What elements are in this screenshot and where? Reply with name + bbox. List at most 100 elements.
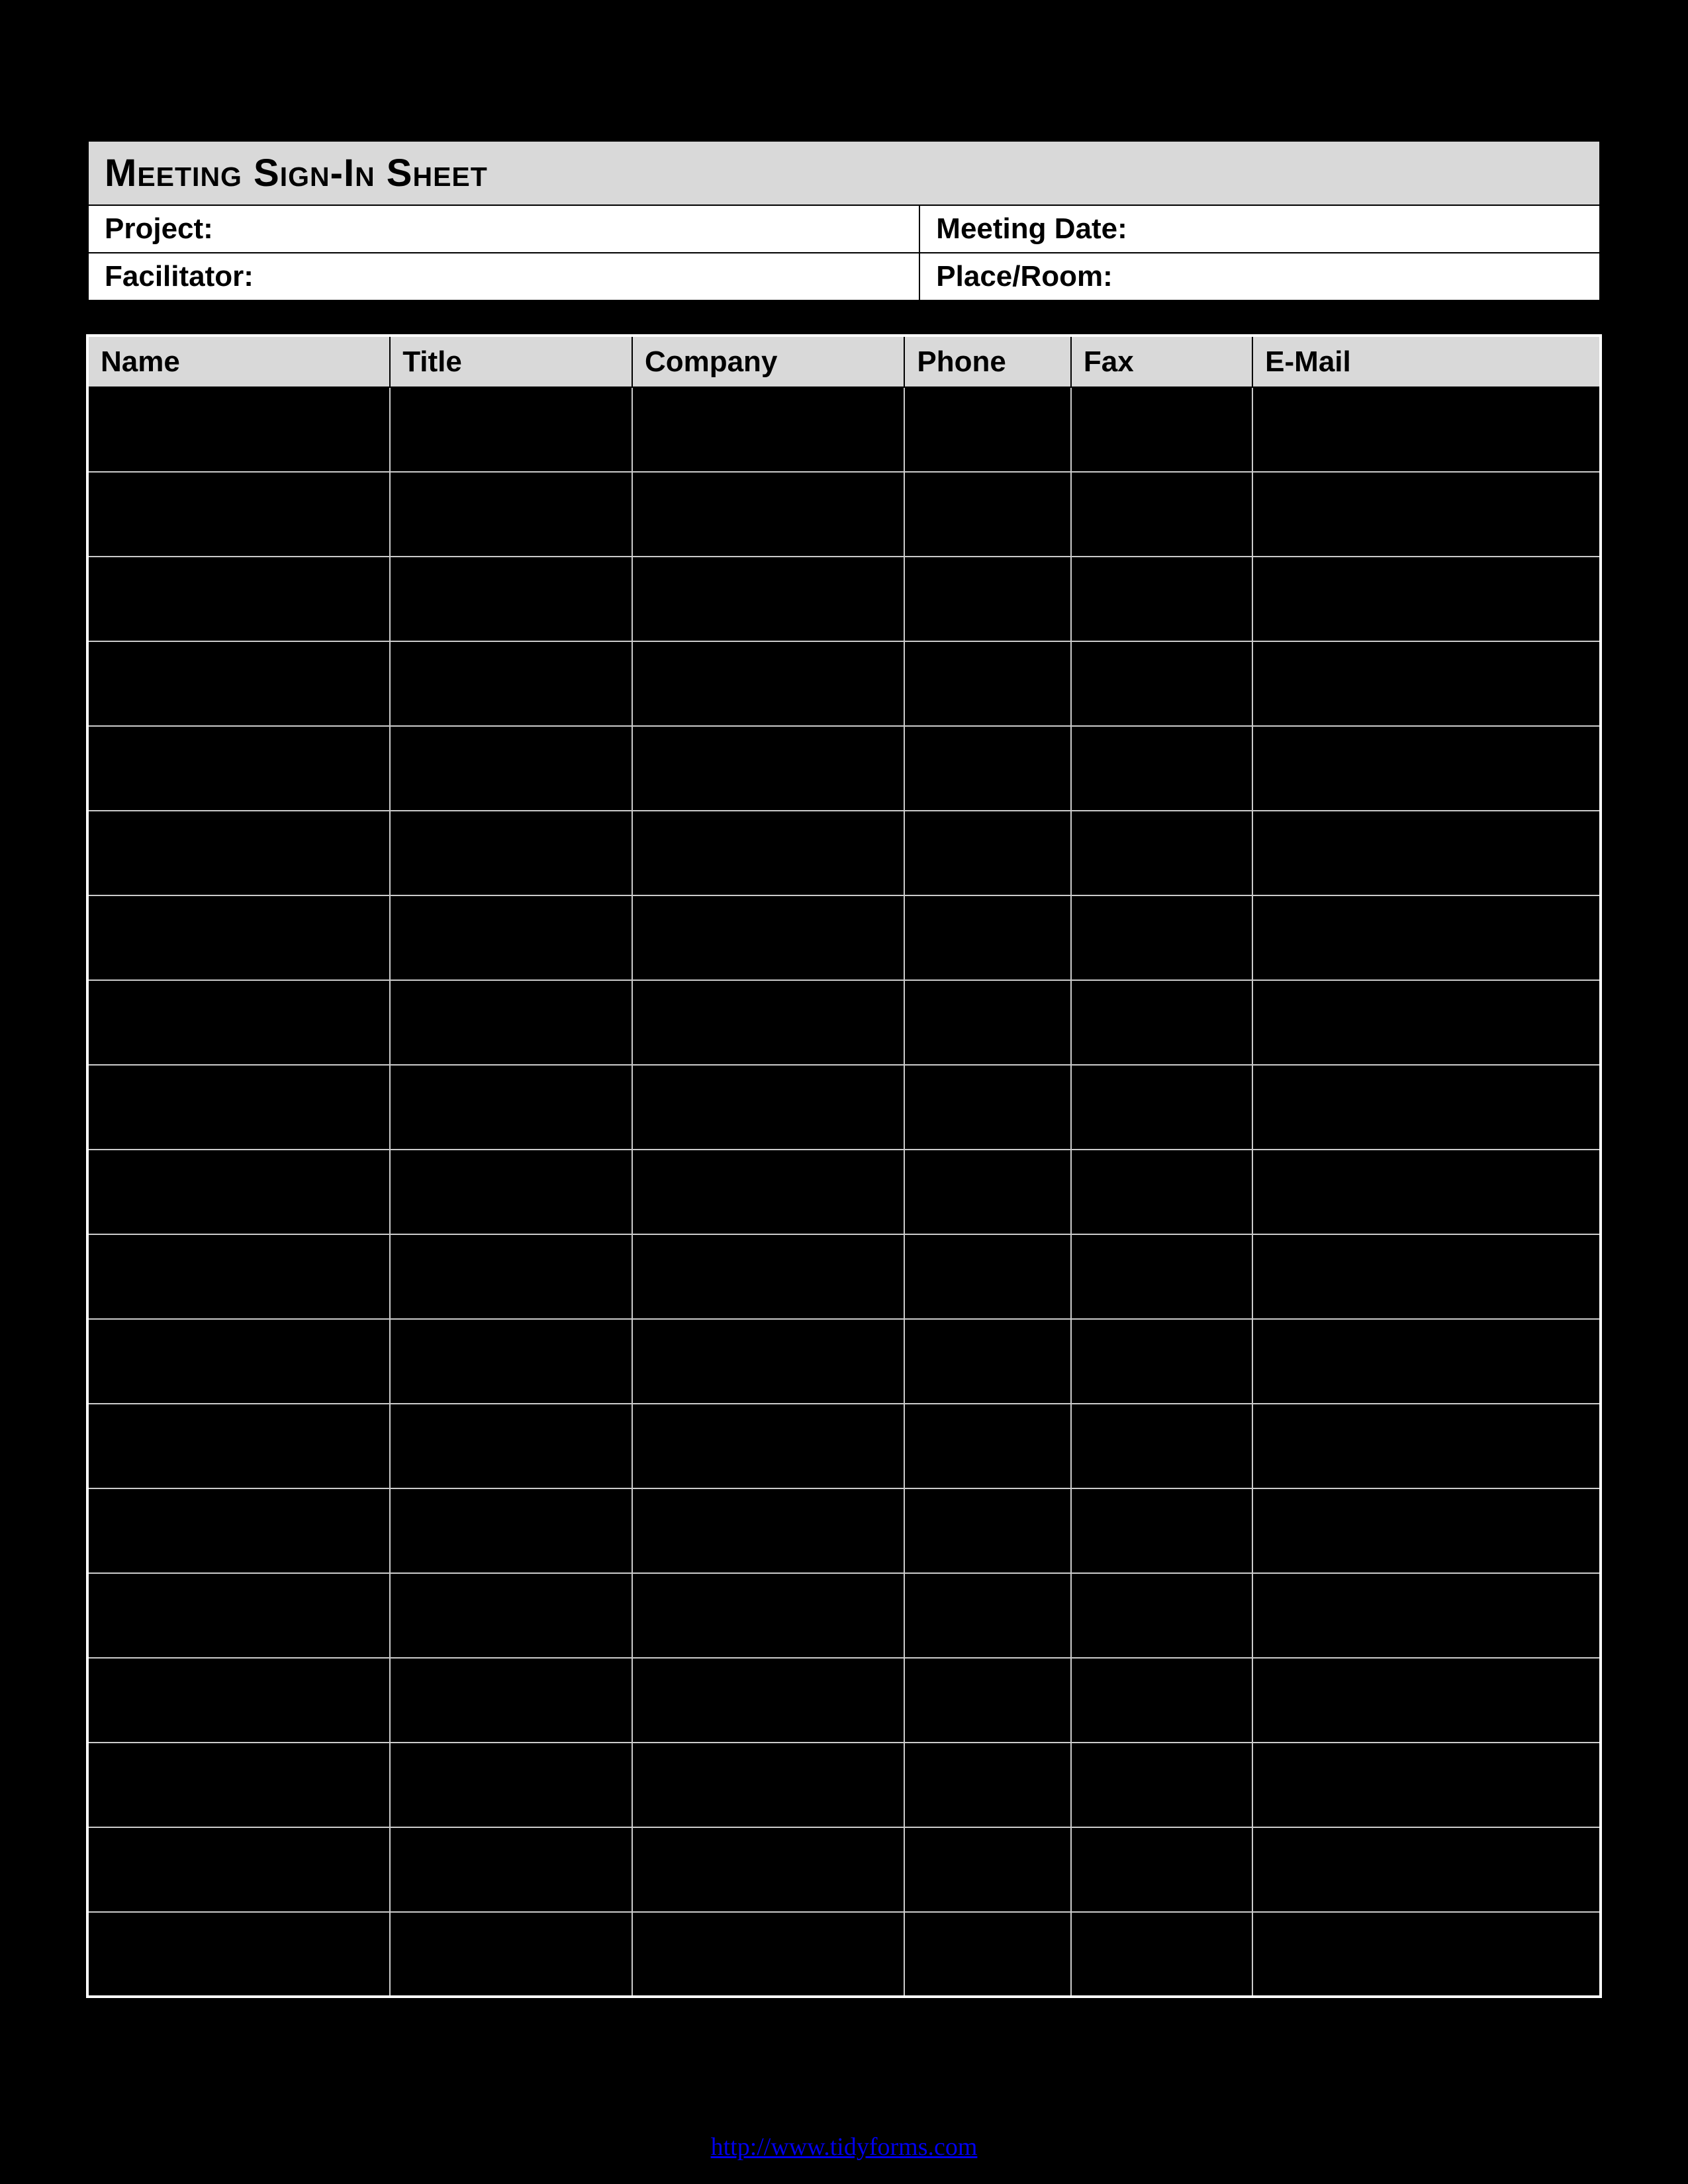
table-cell[interactable] — [632, 472, 904, 557]
table-cell[interactable] — [87, 1912, 390, 1997]
table-cell[interactable] — [904, 1150, 1070, 1234]
table-cell[interactable] — [904, 641, 1070, 726]
table-cell[interactable] — [87, 1743, 390, 1827]
table-cell[interactable] — [632, 387, 904, 472]
table-cell[interactable] — [1071, 811, 1252, 895]
table-cell[interactable] — [904, 472, 1070, 557]
table-cell[interactable] — [904, 557, 1070, 641]
table-cell[interactable] — [1252, 1658, 1601, 1743]
table-cell[interactable] — [632, 1827, 904, 1912]
table-cell[interactable] — [87, 1827, 390, 1912]
table-cell[interactable] — [1071, 641, 1252, 726]
table-cell[interactable] — [87, 472, 390, 557]
table-cell[interactable] — [632, 1319, 904, 1404]
table-cell[interactable] — [1252, 811, 1601, 895]
table-cell[interactable] — [1071, 1827, 1252, 1912]
table-cell[interactable] — [904, 1234, 1070, 1319]
table-cell[interactable] — [904, 1404, 1070, 1488]
table-cell[interactable] — [1071, 1319, 1252, 1404]
table-cell[interactable] — [390, 726, 632, 811]
table-cell[interactable] — [87, 387, 390, 472]
table-cell[interactable] — [87, 1573, 390, 1658]
table-cell[interactable] — [390, 1150, 632, 1234]
table-cell[interactable] — [632, 1150, 904, 1234]
table-cell[interactable] — [904, 895, 1070, 980]
table-cell[interactable] — [904, 980, 1070, 1065]
table-cell[interactable] — [1252, 1319, 1601, 1404]
table-cell[interactable] — [1252, 387, 1601, 472]
table-cell[interactable] — [390, 1912, 632, 1997]
table-cell[interactable] — [1252, 1065, 1601, 1150]
table-cell[interactable] — [1071, 726, 1252, 811]
table-cell[interactable] — [390, 557, 632, 641]
table-cell[interactable] — [632, 1658, 904, 1743]
table-cell[interactable] — [87, 1404, 390, 1488]
table-cell[interactable] — [904, 1827, 1070, 1912]
table-cell[interactable] — [87, 1150, 390, 1234]
table-cell[interactable] — [632, 1573, 904, 1658]
table-cell[interactable] — [87, 980, 390, 1065]
table-cell[interactable] — [632, 726, 904, 811]
table-cell[interactable] — [904, 1743, 1070, 1827]
table-cell[interactable] — [632, 1743, 904, 1827]
table-cell[interactable] — [1252, 1743, 1601, 1827]
table-cell[interactable] — [1252, 1573, 1601, 1658]
table-cell[interactable] — [390, 1743, 632, 1827]
table-cell[interactable] — [87, 1319, 390, 1404]
table-cell[interactable] — [390, 980, 632, 1065]
table-cell[interactable] — [390, 895, 632, 980]
table-cell[interactable] — [1252, 1404, 1601, 1488]
table-cell[interactable] — [1071, 1150, 1252, 1234]
table-cell[interactable] — [390, 1065, 632, 1150]
table-cell[interactable] — [390, 811, 632, 895]
table-cell[interactable] — [87, 1065, 390, 1150]
table-cell[interactable] — [390, 641, 632, 726]
table-cell[interactable] — [1252, 1912, 1601, 1997]
table-cell[interactable] — [1252, 895, 1601, 980]
table-cell[interactable] — [904, 1065, 1070, 1150]
table-cell[interactable] — [390, 1488, 632, 1573]
table-cell[interactable] — [390, 1234, 632, 1319]
table-cell[interactable] — [1252, 1488, 1601, 1573]
table-cell[interactable] — [87, 726, 390, 811]
table-cell[interactable] — [632, 641, 904, 726]
table-cell[interactable] — [1071, 895, 1252, 980]
table-cell[interactable] — [904, 1912, 1070, 1997]
table-cell[interactable] — [904, 1488, 1070, 1573]
table-cell[interactable] — [87, 1234, 390, 1319]
table-cell[interactable] — [632, 1488, 904, 1573]
table-cell[interactable] — [1071, 1404, 1252, 1488]
table-cell[interactable] — [904, 726, 1070, 811]
table-cell[interactable] — [904, 1573, 1070, 1658]
table-cell[interactable] — [1071, 387, 1252, 472]
table-cell[interactable] — [1252, 1150, 1601, 1234]
table-cell[interactable] — [1252, 1234, 1601, 1319]
table-cell[interactable] — [1252, 980, 1601, 1065]
table-cell[interactable] — [87, 641, 390, 726]
table-cell[interactable] — [632, 1404, 904, 1488]
table-cell[interactable] — [390, 1573, 632, 1658]
table-cell[interactable] — [390, 1827, 632, 1912]
table-cell[interactable] — [632, 811, 904, 895]
table-cell[interactable] — [1071, 557, 1252, 641]
table-cell[interactable] — [1252, 1827, 1601, 1912]
table-cell[interactable] — [632, 557, 904, 641]
table-cell[interactable] — [1071, 1743, 1252, 1827]
table-cell[interactable] — [1071, 1065, 1252, 1150]
table-cell[interactable] — [87, 895, 390, 980]
table-cell[interactable] — [87, 1658, 390, 1743]
table-cell[interactable] — [390, 1658, 632, 1743]
table-cell[interactable] — [1252, 557, 1601, 641]
table-cell[interactable] — [904, 1658, 1070, 1743]
table-cell[interactable] — [87, 811, 390, 895]
table-cell[interactable] — [1071, 980, 1252, 1065]
table-cell[interactable] — [1071, 1573, 1252, 1658]
table-cell[interactable] — [87, 1488, 390, 1573]
table-cell[interactable] — [390, 472, 632, 557]
table-cell[interactable] — [632, 980, 904, 1065]
table-cell[interactable] — [632, 1234, 904, 1319]
table-cell[interactable] — [87, 557, 390, 641]
table-cell[interactable] — [1071, 472, 1252, 557]
table-cell[interactable] — [632, 1912, 904, 1997]
table-cell[interactable] — [1071, 1912, 1252, 1997]
